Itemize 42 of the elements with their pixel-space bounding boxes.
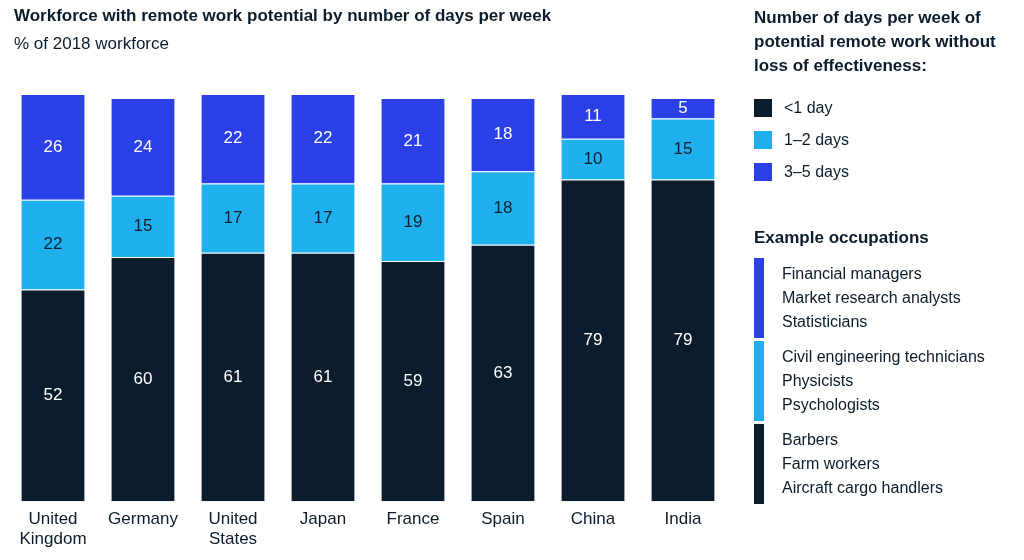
data-label: 5 xyxy=(678,97,688,117)
data-label: 19 xyxy=(403,211,423,231)
data-label: 18 xyxy=(493,197,513,217)
data-label: 61 xyxy=(313,366,333,386)
chart-subtitle: % of 2018 workforce xyxy=(14,34,169,54)
data-label: 24 xyxy=(133,136,153,156)
x-tick-label: India xyxy=(664,509,702,529)
data-label: 10 xyxy=(583,148,603,168)
x-tick-label: Germany xyxy=(108,509,179,529)
x-tick-label: United Kingdom xyxy=(19,509,87,549)
data-label: 79 xyxy=(583,330,603,350)
data-label: 11 xyxy=(584,106,602,126)
data-label: 22 xyxy=(223,128,243,148)
data-label: 17 xyxy=(223,207,243,227)
data-label: 52 xyxy=(43,385,63,405)
data-label: 15 xyxy=(133,216,153,236)
x-tick-label: France xyxy=(386,509,440,529)
data-label: 21 xyxy=(403,130,423,150)
text: Example occupations xyxy=(754,228,930,248)
data-label: 18 xyxy=(493,124,513,144)
text: Barbers Farm workers Aircraft cargo handlers xyxy=(782,430,943,498)
data-label: 17 xyxy=(313,207,333,227)
x-tick-label: Japan xyxy=(299,509,347,529)
x-tick-label: China xyxy=(570,509,616,529)
data-label: 26 xyxy=(43,136,63,156)
chart-title: Workforce with remote work potential by number of days per week xyxy=(14,6,552,26)
data-label: 22 xyxy=(43,234,63,254)
x-tick-label: Spain xyxy=(481,509,525,529)
data-label: 79 xyxy=(673,330,693,350)
text: Financial managers Market research analysts Statisticians xyxy=(782,264,961,332)
data-label: 63 xyxy=(493,362,513,382)
data-label: 22 xyxy=(313,128,333,148)
legend-label: 1–2 days xyxy=(784,131,849,149)
data-label: 59 xyxy=(403,370,423,390)
data-label: 61 xyxy=(223,366,243,386)
legend-title: Number of days per week of potential remote work without loss of effectiveness: xyxy=(754,7,997,77)
text: Civil engineering technicians Physicists Psychologists xyxy=(782,347,985,415)
legend-label: 3–5 days xyxy=(784,163,849,181)
data-label: 15 xyxy=(673,138,693,158)
data-label: 60 xyxy=(133,368,153,388)
x-tick-label: United States xyxy=(208,509,258,549)
legend-label: <1 day xyxy=(784,99,833,117)
